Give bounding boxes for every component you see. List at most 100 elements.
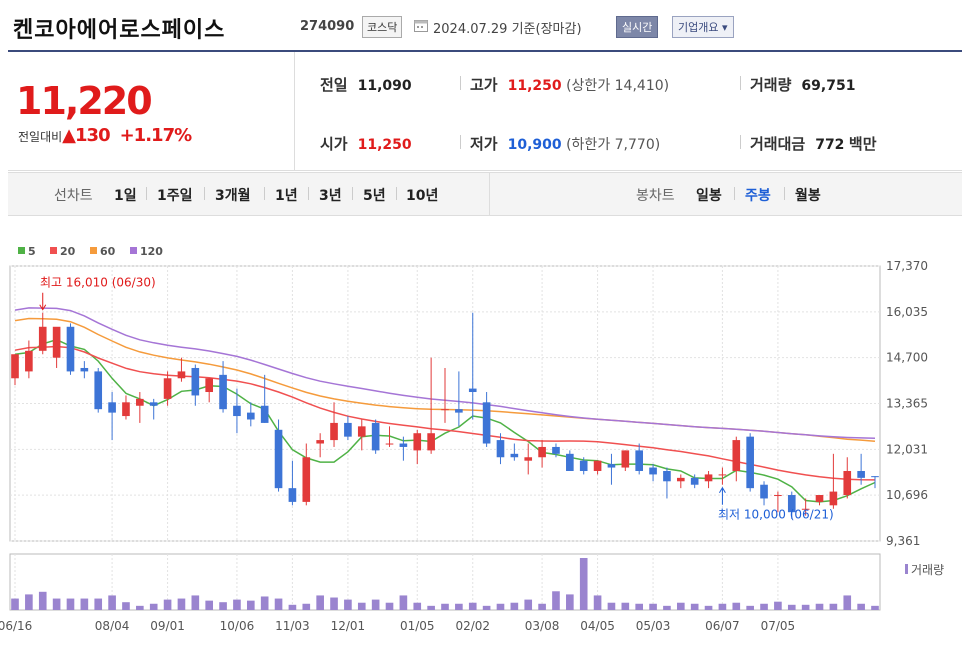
annotation-high: 최고 16,010 (06/30) — [40, 276, 156, 290]
volume-bar — [843, 595, 852, 610]
realtime-button[interactable]: 실시간 — [616, 16, 659, 38]
tab-monthly[interactable]: 월봉 — [795, 188, 821, 204]
company-overview-button[interactable]: 기업개요 ▾ — [672, 16, 734, 38]
candle-body — [274, 429, 283, 489]
volume-bar — [441, 603, 449, 610]
x-tick-label: 06/16 — [0, 619, 32, 633]
x-tick-label: 11/03 — [275, 619, 310, 633]
candle-body — [149, 402, 158, 406]
candle-body — [11, 354, 19, 379]
volume-bar — [316, 595, 324, 610]
x-tick-label: 04/05 — [580, 619, 615, 633]
candle-body — [649, 467, 657, 475]
y-tick-label: 10,696 — [886, 488, 928, 502]
x-tick-label: 09/01 — [150, 619, 185, 633]
candle-body — [593, 460, 602, 471]
volume-bar — [233, 599, 241, 610]
candle-body — [413, 433, 422, 451]
volume-bar — [635, 603, 644, 610]
tab-1w[interactable]: 1주일 — [157, 188, 193, 204]
candle-body — [774, 495, 782, 497]
volume-bar — [399, 595, 408, 610]
tab-1d[interactable]: 1일 — [114, 188, 137, 204]
candle-body — [815, 495, 824, 502]
volume-bar — [371, 599, 380, 610]
low-price: 저가 10,900 (하한가 7,770) — [470, 135, 661, 153]
volume-bar — [136, 605, 144, 610]
candle-body — [621, 450, 630, 468]
volume-bar — [524, 599, 533, 610]
calendar-icon — [414, 20, 428, 32]
candle-body — [108, 402, 116, 413]
candle-body — [344, 422, 352, 437]
candle-body — [760, 484, 768, 499]
candle-body — [538, 446, 546, 458]
volume-bar — [108, 595, 116, 610]
volume-frame — [9, 553, 881, 611]
candle-body — [482, 402, 491, 444]
header-divider — [8, 50, 962, 52]
volume-bar — [246, 600, 255, 610]
tab-1y[interactable]: 1년 — [275, 188, 298, 204]
volume-bar — [815, 603, 824, 610]
candle-body — [66, 326, 75, 372]
annotation-low-arrow — [718, 486, 726, 505]
candle-body — [205, 378, 214, 393]
candle-body — [496, 440, 505, 458]
volume-bar — [177, 598, 186, 610]
tab-3y[interactable]: 3년 — [319, 188, 342, 204]
price-chart: 5 20 60 120 17,370 16,035 14,700 13,365 12,031 10… — [0, 245, 944, 633]
candle-body — [566, 453, 574, 471]
y-tick-label: 12,031 — [886, 442, 928, 456]
candle-body — [136, 398, 144, 406]
volume-bar — [52, 598, 61, 610]
candle-body — [455, 409, 463, 413]
quote-panel: 11,220 전일대비▲130 +1.17% 전일 11,090 고가 11,250 … — [8, 52, 962, 171]
tab-3m[interactable]: 3개월 — [215, 188, 251, 204]
candle-body — [857, 470, 865, 478]
volume-bar — [552, 591, 560, 610]
volume-bar — [718, 603, 727, 610]
volume-bar — [25, 594, 33, 610]
candle-body — [607, 464, 616, 468]
quote-date: 2024.07.29 기준(장마감) — [433, 22, 582, 37]
volume-bar — [746, 605, 754, 610]
legend-label-20: 20 — [60, 245, 76, 258]
candle-body — [690, 477, 699, 485]
stock-header: 켄코아에어로스페이스 274090 코스닥 2024.07.29 기준(장마감)… — [0, 0, 962, 50]
y-tick-label: 13,365 — [886, 397, 928, 411]
high-price: 고가 11,250 (상한가 14,410) — [470, 76, 670, 94]
legend-label-120: 120 — [140, 245, 163, 258]
volume-bar — [205, 600, 214, 610]
candle-body — [843, 470, 852, 496]
tab-daily[interactable]: 일봉 — [696, 188, 722, 204]
candle-body — [163, 378, 172, 399]
tab-10y[interactable]: 10년 — [406, 188, 439, 204]
legend-swatch-20 — [50, 247, 57, 254]
legend-swatch-60 — [90, 247, 97, 254]
candle-body — [94, 371, 103, 410]
candle-body — [787, 495, 796, 513]
candle-body — [746, 436, 754, 489]
x-tick-label: 08/04 — [95, 619, 130, 633]
tab-5y[interactable]: 5년 — [363, 188, 386, 204]
volume-bar — [149, 603, 158, 610]
volume-bar — [663, 605, 671, 610]
volume-bar — [857, 603, 865, 610]
candle-body — [676, 477, 685, 482]
legend-label-60: 60 — [100, 245, 116, 258]
tab-weekly[interactable]: 주봉 — [745, 188, 771, 204]
stock-name: 켄코아에어로스페이스 — [13, 18, 226, 43]
candle-body — [122, 402, 130, 417]
candle-body — [510, 453, 519, 458]
price-change: 전일대비▲130 +1.17% — [18, 125, 192, 146]
volume-bar — [288, 604, 297, 610]
volume-bar — [302, 603, 311, 610]
y-tick-label: 16,035 — [886, 305, 928, 319]
candle-body — [399, 443, 408, 447]
volume: 거래량 69,751 — [750, 76, 856, 94]
volume-bar — [11, 598, 19, 610]
candle-body — [357, 426, 366, 437]
stock-code: 274090 — [300, 19, 355, 34]
candle-body — [233, 405, 241, 417]
